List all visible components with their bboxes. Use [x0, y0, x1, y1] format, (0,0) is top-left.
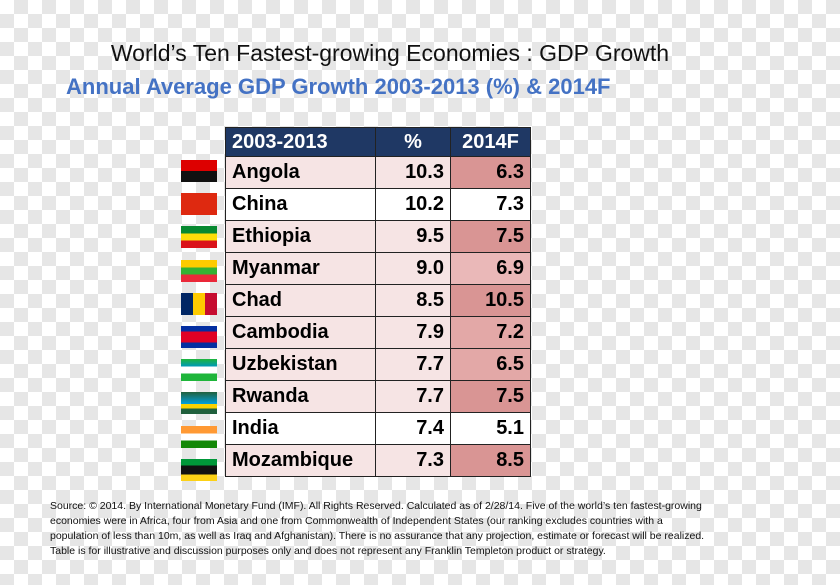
subtitle: Annual Average GDP Growth 2003-2013 (%) … — [66, 74, 611, 99]
value-cell: 10.3 — [375, 156, 451, 189]
flag — [181, 193, 217, 216]
value-cell: 6.3 — [450, 156, 531, 189]
row: Mozambique 7.3 8.5 — [225, 444, 531, 477]
value-cell: 10.5 — [450, 284, 531, 317]
row: Rwanda 7.7 7.5 — [225, 380, 531, 413]
country-cell: Mozambique — [225, 444, 376, 477]
row: Chad 8.5 10.5 — [225, 284, 531, 317]
country-cell: Angola — [225, 156, 376, 189]
header-cell: % — [375, 127, 451, 157]
value-cell: 7.4 — [375, 412, 451, 445]
row: Angola 10.3 6.3 — [225, 156, 531, 189]
value-cell: 6.5 — [450, 348, 531, 381]
header-cell: 2014F — [450, 127, 531, 157]
flag — [181, 325, 217, 348]
country-cell: Myanmar — [225, 252, 376, 285]
row: Cambodia 7.9 7.2 — [225, 316, 531, 349]
flag — [181, 226, 217, 249]
flag — [181, 160, 217, 182]
value-cell: 9.5 — [375, 220, 451, 253]
source-note: Source: © 2014. By International Monetar… — [50, 500, 705, 557]
flag — [181, 292, 217, 315]
row: Ethiopia 9.5 7.5 — [225, 220, 531, 253]
flag — [181, 359, 217, 382]
country-cell: India — [225, 412, 376, 445]
country-cell: Chad — [225, 284, 376, 317]
value-cell: 7.3 — [450, 188, 531, 221]
value-cell: 7.9 — [375, 316, 451, 349]
value-cell: 7.7 — [375, 380, 451, 413]
country-cell: China — [225, 188, 376, 221]
value-cell: 9.0 — [375, 252, 451, 285]
row: Myanmar 9.0 6.9 — [225, 252, 531, 285]
value-cell: 7.2 — [450, 316, 531, 349]
table: 2003-2013 % 2014F Angola 10.3 6.3 China 10.2… — [225, 127, 531, 477]
header-cell: 2003-2013 — [225, 127, 376, 157]
value-cell: 8.5 — [375, 284, 451, 317]
title: World’s Ten Fastest-growing Economies : … — [110, 40, 670, 66]
country-cell: Ethiopia — [225, 220, 376, 253]
value-cell: 7.3 — [375, 444, 451, 477]
value-cell: 5.1 — [450, 412, 531, 445]
country-cell: Rwanda — [225, 380, 376, 413]
country-cell: Uzbekistan — [225, 348, 376, 381]
row: China 10.2 7.3 — [225, 188, 531, 221]
value-cell: 10.2 — [375, 188, 451, 221]
row: India 7.4 5.1 — [225, 412, 531, 445]
flag — [181, 458, 217, 481]
flags — [181, 160, 217, 492]
header-row: 2003-2013 % 2014F — [225, 127, 531, 157]
row: Uzbekistan 7.7 6.5 — [225, 348, 531, 381]
flag — [181, 425, 217, 448]
flag — [181, 392, 217, 415]
value-cell: 7.5 — [450, 220, 531, 253]
value-cell: 6.9 — [450, 252, 531, 285]
country-cell: Cambodia — [225, 316, 376, 349]
value-cell: 8.5 — [450, 444, 531, 477]
flag — [181, 259, 217, 282]
value-cell: 7.5 — [450, 380, 531, 413]
value-cell: 7.7 — [375, 348, 451, 381]
